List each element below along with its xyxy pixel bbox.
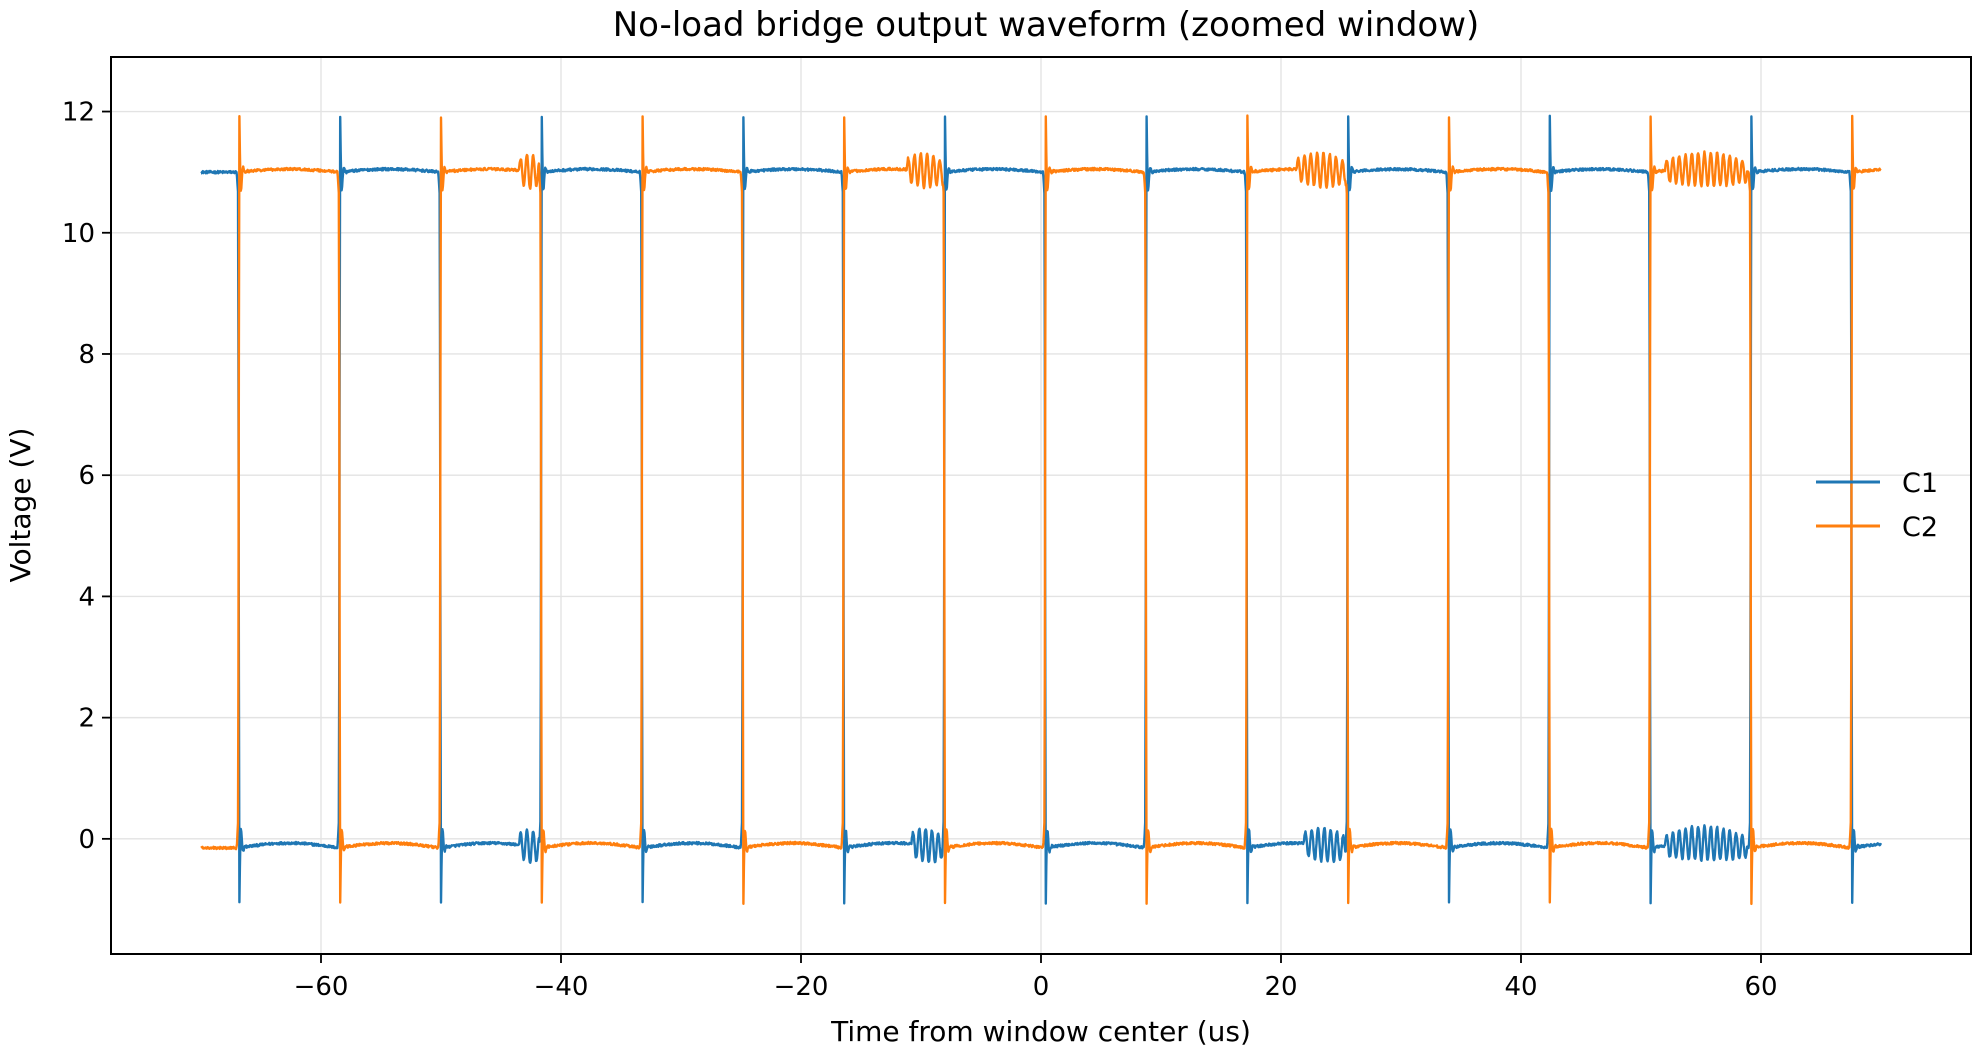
- y-axis: 0 2 4 6 8 10 12: [62, 98, 111, 855]
- x-tick-label: 0: [1033, 972, 1050, 1002]
- y-axis-label: Voltage (V): [4, 428, 37, 583]
- y-tick-label: 8: [78, 340, 95, 370]
- plot-area: [200, 114, 1883, 906]
- x-tick-label: −40: [534, 972, 589, 1002]
- y-tick-label: 4: [78, 582, 95, 612]
- x-tick-label: 60: [1744, 972, 1777, 1002]
- y-tick-label: 0: [78, 825, 95, 855]
- legend-label: C1: [1902, 468, 1938, 499]
- x-tick-label: 20: [1264, 972, 1297, 1002]
- x-tick-label: 40: [1504, 972, 1537, 1002]
- y-tick-label: 12: [62, 98, 95, 128]
- y-tick-label: 6: [78, 461, 95, 491]
- x-axis-label: Time from window center (us): [830, 1015, 1251, 1048]
- x-tick-label: −60: [294, 972, 349, 1002]
- x-tick-label: −20: [774, 972, 829, 1002]
- series-line-c1: [200, 114, 1883, 905]
- grid: [111, 57, 1971, 954]
- y-tick-label: 10: [62, 219, 95, 249]
- legend-label: C2: [1902, 512, 1938, 543]
- y-tick-label: 2: [78, 704, 95, 734]
- series-line-c2: [200, 114, 1882, 906]
- x-axis: −60 −40 −20 0 20 40 60: [294, 954, 1778, 1002]
- chart-title: No-load bridge output waveform (zoomed w…: [613, 5, 1480, 45]
